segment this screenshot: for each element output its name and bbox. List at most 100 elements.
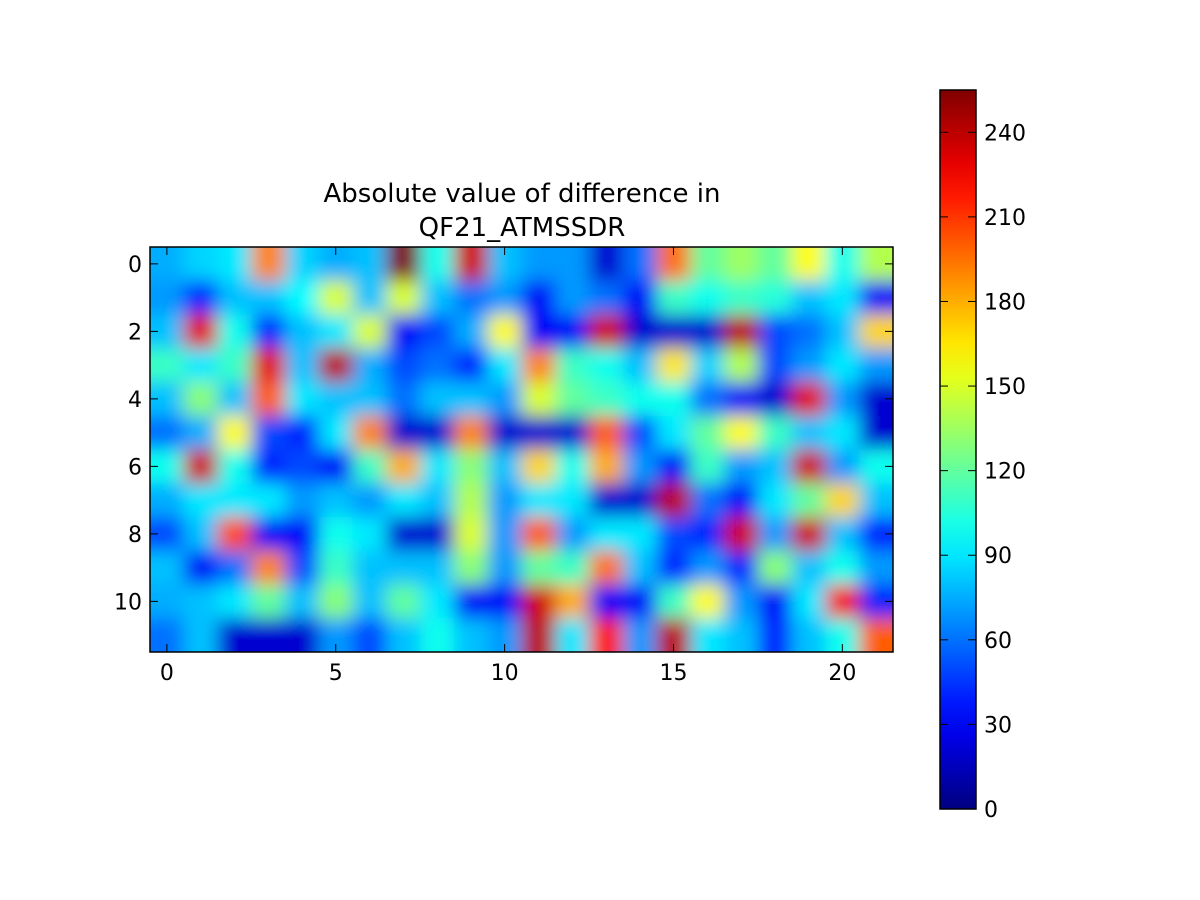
heatmap-cell [352,517,387,552]
heatmap-cell [487,415,522,450]
plot-frame [149,246,894,653]
colorbar [940,90,976,809]
heatmap-cell [791,517,826,552]
heatmap-cell [757,247,793,282]
heatmap-cell [825,584,860,619]
x-tick-label: 0 [160,661,174,686]
heatmap-cell [453,415,489,450]
heatmap-cell [420,415,455,450]
heatmap-cell [386,280,421,315]
colorbar-tick-label: 180 [984,290,1026,315]
heatmap-cell [318,348,354,383]
heatmap-cell [757,415,793,450]
heatmap-cell [386,584,421,619]
heatmap-cell [656,449,691,484]
heatmap-cell [757,280,793,315]
heatmap-cell [285,517,320,552]
heatmap-cell [183,618,219,652]
heatmap-cell [859,348,893,383]
heatmap-cell [825,550,860,585]
heatmap-cell [690,517,725,552]
heatmap-cell [724,584,759,619]
heatmap-cell [622,584,658,619]
heatmap-cell [453,618,489,652]
colorbar-tick-label: 60 [984,629,1012,654]
heatmap-cell [724,348,759,383]
heatmap-cell [487,314,522,349]
heatmap-cell [318,483,354,518]
heatmap-cell [386,382,421,417]
heatmap-cell [791,449,826,484]
heatmap-cell [622,314,658,349]
heatmap-cell [521,348,556,383]
heatmap-cell [150,280,185,315]
heatmap-cell [183,550,219,585]
heatmap-cell [453,247,489,282]
colorbar-frame [939,89,977,810]
heatmap-cell [791,280,826,315]
heatmap-cell [453,382,489,417]
heatmap-cell [656,550,691,585]
heatmap-cell [183,415,219,450]
heatmap-cell [285,247,320,282]
heatmap-cell [724,415,759,450]
heatmap-cell [217,415,252,450]
heatmap-cell [521,584,556,619]
chart-title-line-1: Absolute value of difference in [324,179,721,209]
heatmap-cell [791,618,826,652]
heatmap-cell [791,247,826,282]
heatmap-cell [589,415,624,450]
heatmap-cell [555,314,590,349]
heatmap-cell [285,415,320,450]
heatmap-cell [150,550,185,585]
heatmap-cell [318,280,354,315]
heatmap-cell [453,280,489,315]
heatmap-cell [453,449,489,484]
heatmap-cell [420,550,455,585]
heatmap-cell [622,550,658,585]
heatmap-cell [386,247,421,282]
heatmap-cell [420,517,455,552]
heatmap-cell [217,618,252,652]
heatmap-cell [487,584,522,619]
colorbar-tick-label: 120 [984,460,1026,485]
heatmap-cell [285,483,320,518]
heatmap-cell [217,247,252,282]
heatmap-cell [251,247,286,282]
heatmap-cell [251,449,286,484]
heatmap-cell [251,348,286,383]
colorbar-ticks: 0 30 60 90 120 150 180 210 240 [940,121,1026,823]
heatmap-cell [622,618,658,652]
heatmap-cell [487,550,522,585]
heatmap-cell [555,348,590,383]
heatmap-cell [183,584,219,619]
colorbar-tick-label: 30 [984,713,1012,738]
heatmap-cell [285,550,320,585]
heatmap-cell [622,280,658,315]
heatmap-cell [487,517,522,552]
heatmap-cell [521,415,556,450]
heatmap-cell [487,348,522,383]
heatmap-cell [555,618,590,652]
heatmap-cell [318,415,354,450]
heatmap-cell [521,314,556,349]
heatmap-cell [352,618,387,652]
heatmap-cell [555,517,590,552]
heatmap-cell [183,517,219,552]
heatmap-cell [352,247,387,282]
heatmap-cell [690,483,725,518]
heatmap-cell [251,382,286,417]
y-tick-label: 2 [128,320,142,345]
y-tick-label: 6 [128,455,142,480]
y-tick-label: 8 [128,523,142,548]
heatmap-cell [555,483,590,518]
heatmap-cell [251,415,286,450]
heatmap-cell [352,348,387,383]
heatmap-cell [420,348,455,383]
heatmap-cell [318,584,354,619]
heatmap-cell [724,247,759,282]
heatmap-cell [622,517,658,552]
heatmap-cell [386,415,421,450]
heatmap-cell [622,348,658,383]
heatmap-cell [724,280,759,315]
